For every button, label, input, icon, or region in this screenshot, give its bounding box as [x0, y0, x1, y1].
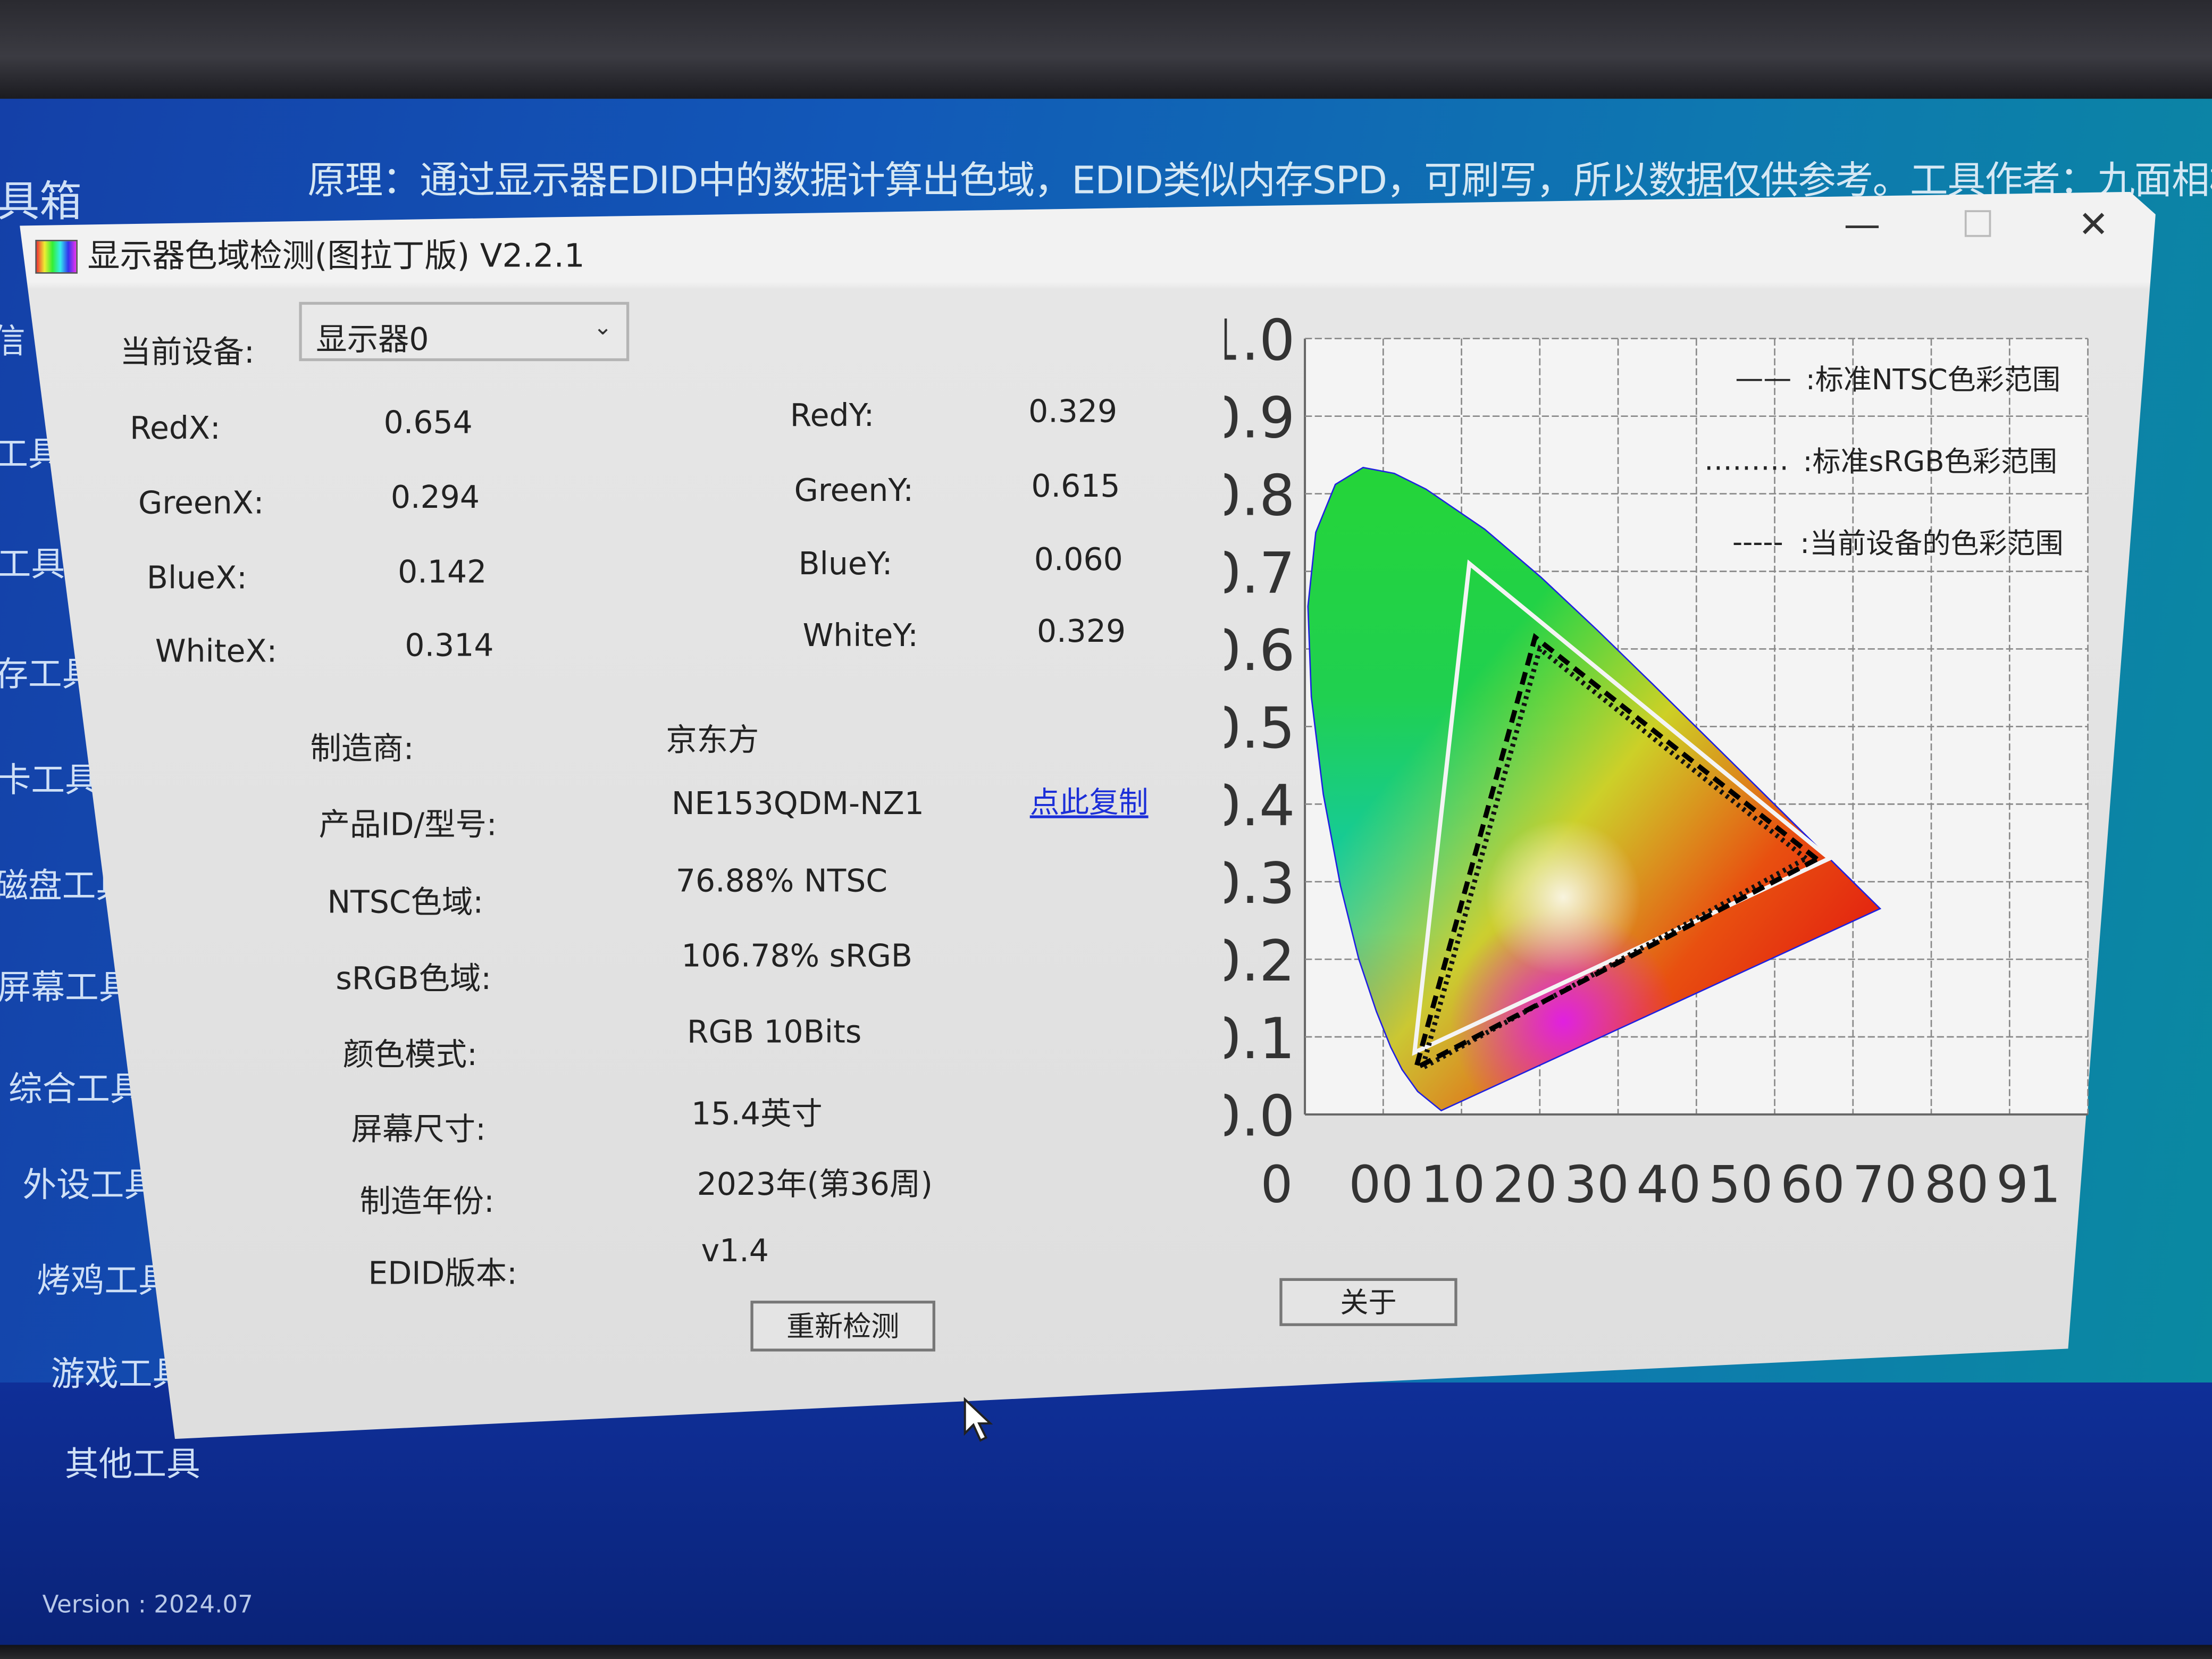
- spectral-locus-outline: [1307, 466, 1882, 1112]
- gamut-triangle-srgb: [1418, 644, 1811, 1073]
- sidebar-item-other-tools[interactable]: 其他工具: [65, 1444, 200, 1485]
- sidebar-item[interactable]: 外设工具: [22, 1165, 158, 1205]
- ntsc-value: 76.88% NTSC: [675, 865, 888, 900]
- bluex-label: BlueX:: [146, 561, 247, 597]
- greeny-label: GreenY:: [794, 474, 914, 509]
- y-tick-label: 0.9: [1213, 385, 1295, 451]
- srgb-value: 106.78% sRGB: [681, 939, 912, 975]
- y-tick-label: 0.7: [1213, 540, 1295, 606]
- product-id-value: NE153QDM-NZ1: [671, 787, 924, 823]
- x-tick-label: 50: [1708, 1154, 1773, 1214]
- legend-ntsc-line: ——: [1735, 362, 1791, 395]
- edid-version-label: EDID版本:: [368, 1256, 517, 1293]
- x-tick-label: 60: [1780, 1154, 1845, 1214]
- legend: —— :标准NTSC色彩范围 ……… :标准sRGB色彩范围 ----- :当前…: [1704, 362, 2064, 560]
- gamut-triangles: [1307, 466, 1882, 1112]
- redetect-button[interactable]: 重新检测: [750, 1301, 935, 1352]
- screen-size-value: 15.4英寸: [691, 1097, 823, 1133]
- redx-value: 0.654: [383, 406, 473, 442]
- x-tick-label: 10: [1421, 1154, 1486, 1214]
- sidebar-item[interactable]: 工具: [0, 544, 65, 584]
- y-tick-label: 1.0: [1213, 308, 1295, 374]
- redx-label: RedX:: [130, 412, 221, 448]
- mouse-cursor-icon: [963, 1397, 993, 1442]
- sidebar-item[interactable]: 烤鸡工具: [36, 1261, 172, 1301]
- edid-version-value: v1.4: [701, 1234, 769, 1270]
- x-tick-label: 20: [1493, 1154, 1557, 1214]
- bluey-label: BlueY:: [798, 547, 893, 583]
- color-mode-label: 颜色模式:: [342, 1038, 477, 1074]
- gamut-triangle-device: [1412, 633, 1822, 1073]
- manufacture-year-value: 2023年(第36周): [697, 1168, 933, 1204]
- sidebar-item[interactable]: 综合工具: [8, 1069, 144, 1109]
- whitey-value: 0.329: [1036, 615, 1126, 651]
- y-tick-label: 0.4: [1213, 773, 1295, 839]
- legend-device-label: :当前设备的色彩范围: [1800, 527, 2063, 560]
- manufacturer-value: 京东方: [666, 724, 759, 759]
- legend-srgb-line: ………: [1704, 443, 1789, 476]
- sidebar-item[interactable]: 卡工具: [0, 760, 99, 800]
- sidebar-item[interactable]: 游戏工具: [51, 1354, 187, 1394]
- whitex-value: 0.314: [405, 629, 494, 665]
- chevron-down-icon: ⌄: [593, 313, 613, 340]
- y-tick-label: 0.1: [1213, 1006, 1295, 1072]
- app-icon: [35, 240, 78, 274]
- sidebar-item[interactable]: 屏幕工具: [0, 967, 133, 1008]
- greenx-label: GreenX:: [138, 487, 264, 522]
- y-tick-label: 0.0: [1213, 1084, 1295, 1150]
- y-tick-label: 0.2: [1213, 928, 1295, 994]
- window-title: 显示器色域检测(图拉丁版) V2.2.1: [87, 238, 585, 275]
- close-button[interactable]: ✕: [2078, 204, 2109, 247]
- x-tick-label: 70: [1852, 1154, 1917, 1214]
- legend-ntsc-label: :标准NTSC色彩范围: [1806, 363, 2060, 396]
- screen-size-label: 屏幕尺寸:: [351, 1113, 486, 1149]
- bluex-value: 0.142: [398, 556, 487, 591]
- srgb-label: sRGB色域:: [336, 962, 492, 998]
- color-mode-value: RGB 10Bits: [687, 1016, 862, 1051]
- x-tick-label: 80: [1924, 1154, 1989, 1214]
- whitex-label: WhiteX:: [155, 634, 278, 671]
- manufacture-year-label: 制造年份:: [359, 1185, 495, 1220]
- legend-srgb-label: :标准sRGB色彩范围: [1803, 445, 2057, 478]
- x-tick-label: 00: [1348, 1154, 1413, 1214]
- x-tick-label: 30: [1564, 1154, 1629, 1214]
- legend-device-line: -----: [1732, 525, 1783, 558]
- gamut-triangle-ntsc: [1412, 559, 1834, 1056]
- y-tick-label: 0.3: [1213, 851, 1295, 917]
- x-tick-label: 0: [1261, 1154, 1293, 1214]
- redy-label: RedY:: [790, 399, 875, 435]
- product-id-label: 产品ID/型号:: [319, 808, 497, 844]
- whitey-label: WhiteY:: [802, 619, 918, 655]
- greeny-value: 0.615: [1031, 470, 1120, 505]
- x-tick-label: 40: [1637, 1154, 1702, 1214]
- cie-chromaticity-chart: 1.00.90.80.70.60.50.40.30.20.10.0 0 00 10 2…: [1213, 308, 2089, 1214]
- y-tick-label: 0.5: [1213, 696, 1295, 761]
- sidebar-header: 具箱: [0, 178, 82, 228]
- bluey-value: 0.060: [1034, 543, 1123, 579]
- minimize-button[interactable]: —: [1844, 204, 1881, 247]
- device-label: 当前设备:: [120, 336, 255, 371]
- device-select-value: 显示器0: [316, 323, 429, 358]
- about-button[interactable]: 关于: [1279, 1278, 1457, 1326]
- bezel: [0, 1645, 2212, 1659]
- manufacturer-label: 制造商:: [310, 732, 414, 768]
- y-axis-ticks: 1.0 0.9 0.8 0.7 0.6 0.5 0.4 0.3 0.2 0.1 0.0: [1213, 308, 1295, 1150]
- x-axis-ticks: 0 00 10 20 30 40 50 60 70 80 91: [1261, 1154, 2061, 1214]
- y-tick-label: 0.6: [1213, 618, 1295, 684]
- redy-value: 0.329: [1028, 395, 1118, 431]
- greenx-value: 0.294: [390, 481, 480, 517]
- x-tick-label: 91: [1996, 1154, 2061, 1214]
- y-tick-label: 0.8: [1213, 463, 1295, 529]
- maximize-button[interactable]: ☐: [1961, 204, 1995, 247]
- version-label: Version : 2024.07: [42, 1591, 253, 1620]
- device-select[interactable]: 显示器0 ⌄: [299, 301, 630, 362]
- sidebar-item[interactable]: 信: [0, 313, 26, 363]
- copy-link[interactable]: 点此复制: [1029, 785, 1149, 820]
- ntsc-label: NTSC色域:: [327, 886, 484, 921]
